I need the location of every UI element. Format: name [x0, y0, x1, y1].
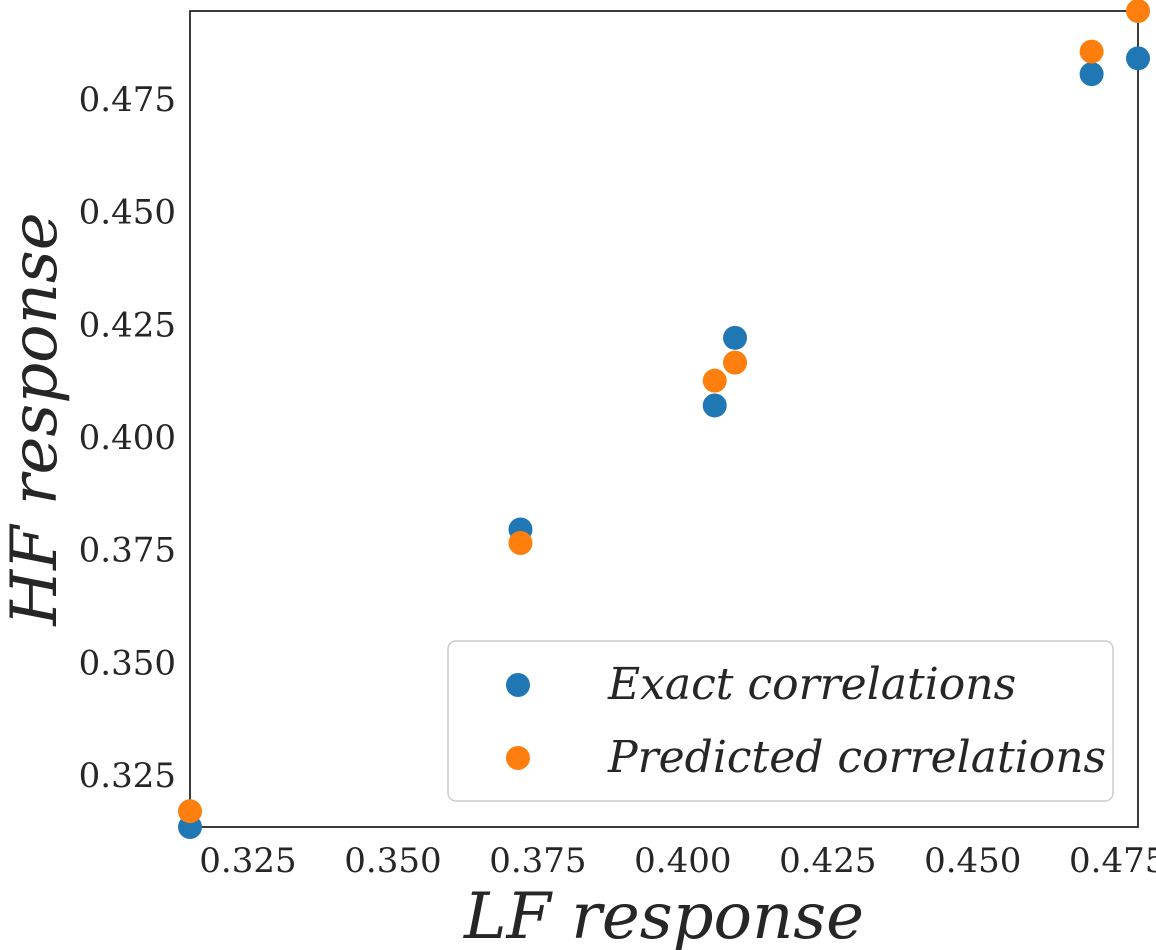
x-axis-title: LF response: [463, 880, 864, 950]
predicted-point: [1126, 0, 1150, 23]
y-tick-label: 0.350: [79, 643, 176, 683]
predicted-point: [178, 799, 202, 824]
predicted-point: [508, 530, 533, 555]
legend-box: [447, 640, 1114, 802]
x-tick-label: 0.425: [779, 841, 876, 881]
exact-point: [1126, 46, 1150, 71]
x-tick-label: 0.350: [344, 841, 441, 881]
exact-point: [702, 393, 727, 418]
y-axis-title: HF response: [0, 212, 72, 626]
legend-label-predicted: Predicted correlations: [607, 732, 1106, 783]
x-axis-ticks: 0.325 0.350 0.375 0.400 0.425 0.450 0.475: [199, 841, 1156, 881]
y-tick-label: 0.475: [79, 80, 176, 120]
x-tick-label: 0.325: [199, 841, 296, 881]
y-axis-ticks: 0.325 0.350 0.375 0.400 0.425 0.450 0.475: [79, 80, 176, 796]
data-points: [178, 0, 1150, 839]
y-tick-label: 0.325: [79, 756, 176, 796]
x-tick-label: 0.400: [634, 841, 731, 881]
exact-point: [1079, 62, 1104, 87]
x-tick-label: 0.375: [489, 841, 586, 881]
x-tick-label: 0.475: [1069, 841, 1156, 881]
x-tick-label: 0.450: [924, 841, 1021, 881]
legend: Exact correlations Predicted correlation…: [447, 640, 1114, 802]
y-tick-label: 0.425: [79, 305, 176, 345]
exact-point: [723, 325, 748, 350]
legend-marker-predicted: [506, 746, 530, 770]
predicted-point: [702, 368, 727, 393]
legend-marker-exact: [506, 673, 530, 697]
predicted-point: [723, 350, 748, 375]
predicted-point: [1079, 39, 1104, 64]
y-tick-label: 0.450: [79, 193, 176, 233]
y-tick-label: 0.375: [79, 531, 176, 571]
legend-label-exact: Exact correlations: [607, 659, 1016, 710]
plot-frame: [189, 10, 1139, 828]
y-tick-label: 0.400: [79, 418, 176, 458]
